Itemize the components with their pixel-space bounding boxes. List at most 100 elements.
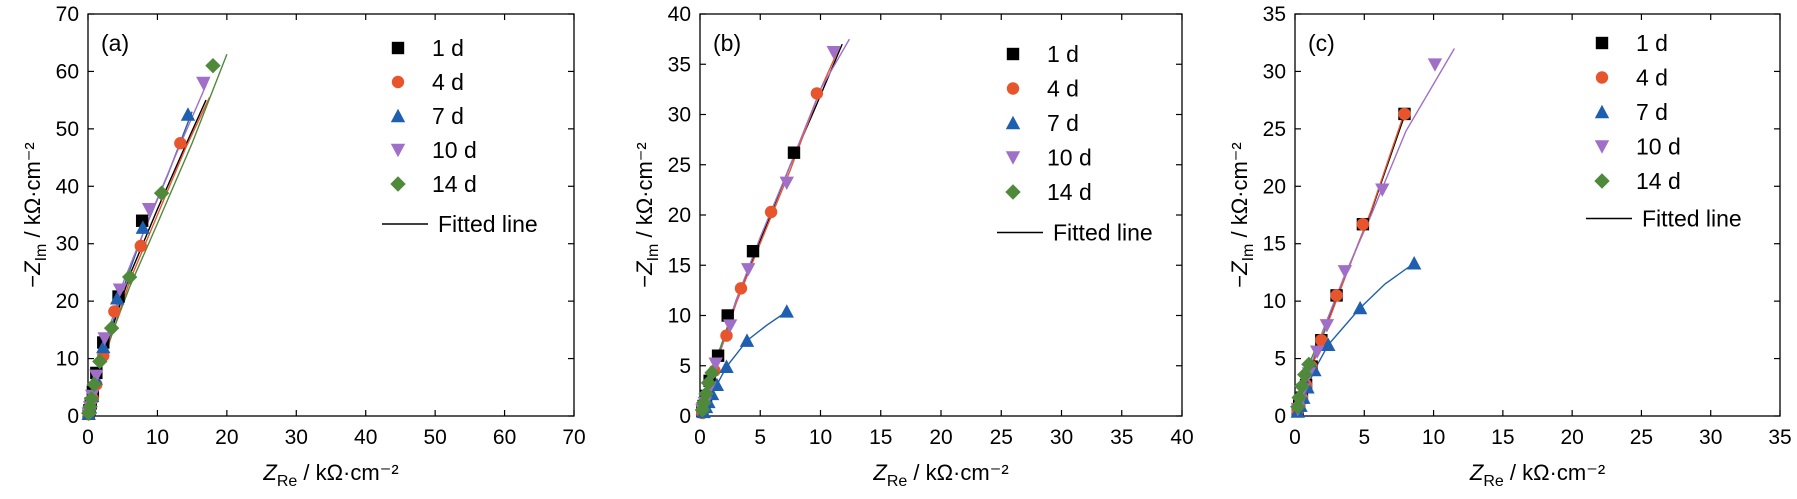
data-point bbox=[82, 399, 98, 415]
x-tick-label: 35 bbox=[1768, 426, 1791, 449]
legend-marker bbox=[1595, 71, 1609, 84]
x-tick-label: 40 bbox=[354, 426, 377, 449]
legend-marker bbox=[390, 176, 406, 192]
x-tick-label: 0 bbox=[694, 426, 706, 449]
y-tick-label: 50 bbox=[56, 118, 79, 141]
legend-marker bbox=[1006, 47, 1020, 61]
legend-marker bbox=[1005, 184, 1021, 200]
data-point bbox=[83, 391, 100, 407]
y-tick-label: 0 bbox=[67, 405, 79, 428]
data-point bbox=[722, 319, 738, 333]
x-tick-label: 25 bbox=[1630, 426, 1653, 449]
y-tick-label: 20 bbox=[1263, 175, 1286, 198]
fitted-line bbox=[87, 99, 207, 417]
x-tick-label: 50 bbox=[423, 426, 446, 449]
y-tick-label: 15 bbox=[1263, 233, 1286, 256]
y-tick-label: 30 bbox=[56, 233, 79, 256]
legend-label: 14 d bbox=[1047, 179, 1092, 205]
y-tick-label: 35 bbox=[668, 53, 691, 76]
legend-marker bbox=[1594, 104, 1610, 119]
legend-marker bbox=[1005, 115, 1021, 130]
data-point bbox=[1315, 333, 1328, 347]
x-tick-label: 10 bbox=[809, 426, 832, 449]
x-tick-label: 5 bbox=[754, 426, 766, 449]
legend: 1 d 4 d 7 d 10 d 14 d Fitted line bbox=[382, 35, 538, 237]
data-point bbox=[141, 203, 157, 217]
y-tick-label: 10 bbox=[668, 305, 691, 328]
x-tick-label: 60 bbox=[493, 426, 516, 449]
legend: 1 d 4 d 7 d 10 d 14 d Fitted line bbox=[997, 41, 1153, 246]
legend-label: Fitted line bbox=[1053, 220, 1153, 246]
panel-label: (a) bbox=[101, 30, 129, 56]
x-tick-label: 30 bbox=[1050, 426, 1073, 449]
data-point bbox=[779, 176, 794, 191]
x-axis-title: ZRe / kΩ·cm⁻² bbox=[872, 460, 1008, 490]
chart-panel-c: 0 5 10 15 20 25 30 35 0 5 10 15 20 25 30 35 (c) ZRe / kΩ·… bbox=[1227, 3, 1792, 490]
data-point bbox=[1294, 378, 1310, 394]
data-point bbox=[180, 107, 196, 121]
data-point bbox=[764, 205, 778, 219]
x-axis-title: ZRe / kΩ·cm⁻² bbox=[262, 460, 398, 490]
y-tick-label: 35 bbox=[1263, 3, 1286, 26]
data-point bbox=[1330, 289, 1343, 302]
data-point bbox=[86, 376, 102, 393]
legend-label: 7 d bbox=[432, 103, 464, 129]
data-point bbox=[739, 333, 755, 347]
data-point bbox=[1309, 345, 1325, 359]
legend-label: 4 d bbox=[432, 69, 464, 95]
data-point bbox=[108, 305, 121, 318]
data-point bbox=[121, 269, 138, 285]
data-point bbox=[1427, 58, 1443, 72]
x-axis-title: ZRe / kΩ·cm⁻² bbox=[1469, 460, 1605, 490]
chart-panel-b: 0 5 10 15 20 25 30 35 40 0 5 10 15 20 25 30 35 40 (b) ZRe /… bbox=[632, 3, 1194, 490]
legend-label: Fitted line bbox=[1642, 206, 1742, 232]
data-point bbox=[1290, 399, 1306, 415]
y-tick-label: 15 bbox=[668, 254, 691, 277]
legend-marker bbox=[1595, 36, 1609, 50]
data-point bbox=[1352, 300, 1368, 315]
legend-label: 14 d bbox=[1636, 168, 1681, 194]
y-tick-label: 60 bbox=[56, 60, 79, 83]
data-point bbox=[96, 339, 111, 354]
legend-label: 10 d bbox=[1047, 145, 1092, 171]
legend-marker bbox=[391, 41, 405, 55]
x-tick-label: 20 bbox=[929, 426, 952, 449]
x-tick-label: 10 bbox=[1422, 426, 1445, 449]
legend-label: Fitted line bbox=[438, 211, 538, 237]
legend-marker bbox=[391, 75, 405, 89]
fitted-line bbox=[87, 53, 228, 417]
legend-label: 10 d bbox=[1636, 134, 1681, 160]
data-point bbox=[719, 359, 734, 373]
legend-label: 1 d bbox=[432, 35, 464, 61]
legend: 1 d 4 d 7 d 10 d 14 d Fitted line bbox=[1586, 30, 1742, 232]
fitted-line bbox=[87, 76, 211, 417]
data-point bbox=[134, 239, 147, 253]
y-axis-title: −ZIm / kΩ·cm⁻² bbox=[632, 142, 662, 287]
x-tick-label: 0 bbox=[82, 426, 94, 449]
y-tick-label: 40 bbox=[668, 3, 691, 26]
data-point bbox=[92, 353, 108, 370]
data-point bbox=[196, 76, 211, 91]
data-point bbox=[1301, 356, 1317, 373]
panel-label: (b) bbox=[713, 30, 741, 56]
data-point bbox=[205, 57, 221, 74]
y-tick-label: 70 bbox=[56, 3, 79, 26]
y-tick-label: 0 bbox=[679, 405, 691, 428]
legend-label: 4 d bbox=[1636, 65, 1668, 91]
x-tick-label: 25 bbox=[990, 426, 1013, 449]
y-tick-label: 5 bbox=[679, 355, 691, 378]
data-point bbox=[80, 405, 97, 421]
legend-marker bbox=[1594, 140, 1610, 154]
data-point bbox=[741, 263, 756, 277]
y-tick-label: 40 bbox=[56, 175, 79, 198]
x-tick-label: 20 bbox=[1560, 426, 1583, 449]
legend-marker bbox=[390, 108, 406, 123]
y-axis-title: −ZIm / kΩ·cm⁻² bbox=[1227, 142, 1257, 287]
data-point bbox=[694, 402, 711, 418]
data-point bbox=[1297, 366, 1313, 383]
legend-marker bbox=[390, 143, 406, 158]
data-point bbox=[1356, 217, 1370, 231]
data-point bbox=[1337, 265, 1353, 279]
x-tick-label: 35 bbox=[1110, 426, 1133, 449]
y-tick-label: 25 bbox=[1263, 118, 1286, 141]
